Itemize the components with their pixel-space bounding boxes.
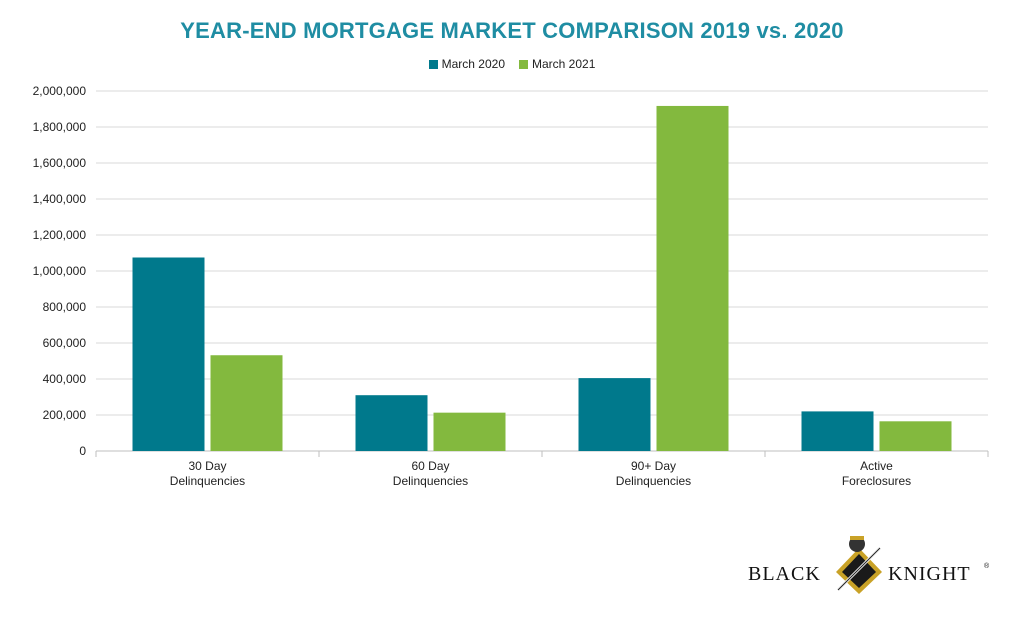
- x-category-label-line: Delinquencies: [393, 474, 468, 488]
- bar-2-1: [210, 355, 283, 451]
- legend: March 2020 March 2021: [0, 57, 1024, 71]
- registered-mark: ®: [984, 563, 990, 570]
- legend-item-series-1: March 2020: [428, 57, 505, 71]
- x-category-label-line: Delinquencies: [616, 474, 691, 488]
- logo-word-right: KNIGHT: [888, 563, 971, 585]
- y-tick-label: 600,000: [43, 336, 87, 350]
- legend-swatch-series-2: [519, 59, 528, 69]
- black-knight-logo: BLACK KNIGHT ®: [748, 530, 993, 600]
- x-category-label: Active Foreclosures: [842, 459, 911, 488]
- bar-1-4: [801, 411, 874, 451]
- x-category-label: 90+ Day Delinquencies: [616, 459, 691, 488]
- bar-2-2: [433, 412, 506, 451]
- y-tick-label: 1,000,000: [33, 264, 87, 278]
- y-tick-label: 1,600,000: [33, 156, 87, 170]
- y-tick-label: 400,000: [43, 372, 87, 386]
- x-category-label: 30 Day Delinquencies: [170, 459, 245, 488]
- y-tick-label: 200,000: [43, 408, 87, 422]
- x-category-label-line: Delinquencies: [170, 474, 245, 488]
- y-tick-label: 800,000: [43, 300, 87, 314]
- bar-1-2: [355, 395, 428, 451]
- x-category-label-line: 60 Day: [411, 459, 449, 473]
- legend-label-series-1: March 2020: [441, 57, 505, 71]
- logo-word-left: BLACK: [748, 563, 821, 585]
- y-tick-label: 1,200,000: [33, 228, 87, 242]
- x-category-label-line: Active: [860, 459, 893, 473]
- y-tick-label: 1,400,000: [33, 192, 87, 206]
- legend-label-series-2: March 2021: [532, 57, 596, 71]
- chart-title: YEAR-END MORTGAGE MARKET COMPARISON 2019…: [180, 18, 844, 43]
- legend-swatch-series-1: [428, 59, 438, 69]
- x-category-label-line: Foreclosures: [842, 474, 911, 488]
- bar-2-3: [656, 105, 729, 451]
- bar-2-4: [879, 421, 952, 451]
- bar-1-3: [578, 378, 651, 451]
- y-tick-label: 0: [79, 444, 86, 458]
- x-category-label: 60 Day Delinquencies: [393, 459, 468, 488]
- x-category-label-line: 90+ Day: [631, 459, 676, 473]
- bar-1-1: [132, 257, 205, 451]
- x-category-label-line: 30 Day: [188, 459, 226, 473]
- knight-emblem-icon: [836, 536, 882, 594]
- y-tick-label: 1,800,000: [33, 120, 87, 134]
- legend-item-series-2: March 2021: [519, 57, 595, 71]
- y-tick-label: 2,000,000: [33, 84, 87, 98]
